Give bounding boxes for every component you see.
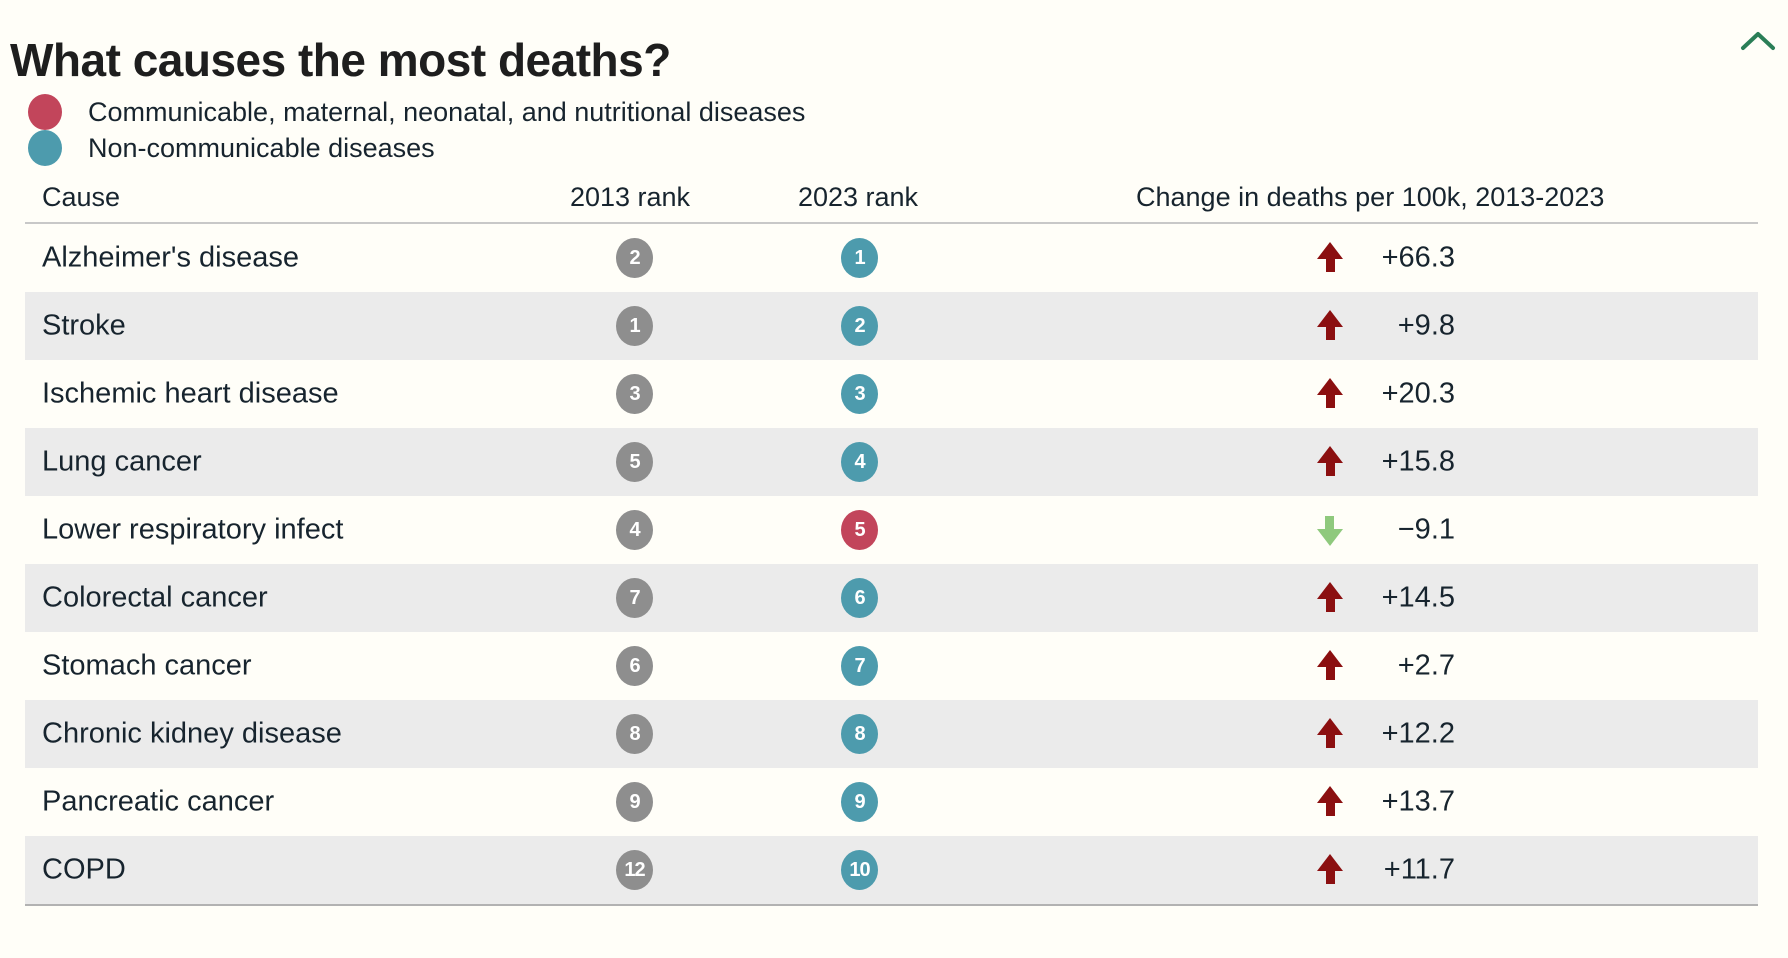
column-header-change: Change in deaths per 100k, 2013-2023 bbox=[1136, 182, 1605, 212]
table-row: Lower respiratory infect 4 5 −9.1 bbox=[25, 496, 1758, 564]
table-row: Chronic kidney disease 8 8 +12.2 bbox=[25, 700, 1758, 768]
rank-2013-badge: 4 bbox=[616, 510, 653, 550]
legend-label: Non-communicable diseases bbox=[88, 133, 435, 163]
cause-label: Stomach cancer bbox=[42, 649, 252, 682]
up-arrow-icon bbox=[1316, 582, 1344, 614]
change-value: +11.7 bbox=[1383, 853, 1455, 886]
communicable-color-dot-icon bbox=[28, 94, 62, 130]
rank-2013-badge: 9 bbox=[616, 782, 653, 822]
table-row: Stomach cancer 6 7 +2.7 bbox=[25, 632, 1758, 700]
table-row: Stroke 1 2 +9.8 bbox=[25, 292, 1758, 360]
up-arrow-icon bbox=[1316, 650, 1344, 682]
up-arrow-icon bbox=[1316, 854, 1344, 886]
rank-2023-badge: 8 bbox=[841, 714, 878, 754]
up-arrow-icon bbox=[1316, 310, 1344, 342]
up-arrow-icon bbox=[1316, 378, 1344, 410]
change-value: +20.3 bbox=[1381, 377, 1455, 410]
rank-2023-badge: 1 bbox=[841, 238, 878, 278]
cause-label: Chronic kidney disease bbox=[42, 717, 342, 750]
table-row: COPD 12 10 +11.7 bbox=[25, 836, 1758, 904]
cause-label: Pancreatic cancer bbox=[42, 785, 275, 818]
cause-label: Alzheimer's disease bbox=[42, 241, 299, 274]
collapse-section-button[interactable] bbox=[1734, 22, 1782, 62]
rank-2013-badge: 5 bbox=[616, 442, 653, 482]
page-title: What causes the most deaths? bbox=[10, 33, 671, 86]
table-row: Colorectal cancer 7 6 +14.5 bbox=[25, 564, 1758, 632]
up-arrow-icon bbox=[1316, 446, 1344, 478]
cause-label: COPD bbox=[42, 853, 126, 886]
change-value: +14.5 bbox=[1381, 581, 1455, 614]
cause-label: Ischemic heart disease bbox=[42, 377, 339, 410]
legend-item-communicable: Communicable, maternal, neonatal, and nu… bbox=[28, 94, 805, 130]
table-row: Lung cancer 5 4 +15.8 bbox=[25, 428, 1758, 496]
column-header-2013-rank: 2013 rank bbox=[569, 182, 691, 212]
table-row: Alzheimer's disease 2 1 +66.3 bbox=[25, 224, 1758, 292]
change-value: +9.8 bbox=[1397, 309, 1455, 342]
change-value: +2.7 bbox=[1397, 649, 1455, 682]
cause-label: Lower respiratory infect bbox=[42, 513, 344, 546]
rank-2013-badge: 1 bbox=[616, 306, 653, 346]
column-header-cause: Cause bbox=[42, 182, 121, 212]
up-arrow-icon bbox=[1316, 242, 1344, 274]
cause-label: Lung cancer bbox=[42, 445, 202, 478]
up-arrow-icon bbox=[1316, 786, 1344, 818]
chevron-up-icon bbox=[1739, 27, 1777, 58]
legend-item-non-communicable: Non-communicable diseases bbox=[28, 130, 805, 166]
up-arrow-icon bbox=[1316, 718, 1344, 750]
down-arrow-icon bbox=[1316, 514, 1344, 546]
rank-2013-badge: 7 bbox=[616, 578, 653, 618]
rank-2013-badge: 8 bbox=[616, 714, 653, 754]
rank-2023-badge: 4 bbox=[841, 442, 878, 482]
cause-label: Stroke bbox=[42, 309, 126, 342]
rank-2023-badge: 9 bbox=[841, 782, 878, 822]
column-header-2023-rank: 2023 rank bbox=[797, 182, 919, 212]
rank-2013-badge: 6 bbox=[616, 646, 653, 686]
table-body: Alzheimer's disease 2 1 +66.3 Stroke 1 2… bbox=[25, 224, 1758, 906]
change-value: −9.1 bbox=[1397, 513, 1455, 546]
rank-2023-badge: 3 bbox=[841, 374, 878, 414]
table-row: Pancreatic cancer 9 9 +13.7 bbox=[25, 768, 1758, 836]
table-row: Ischemic heart disease 3 3 +20.3 bbox=[25, 360, 1758, 428]
legend: Communicable, maternal, neonatal, and nu… bbox=[28, 94, 805, 166]
rank-2013-badge: 2 bbox=[616, 238, 653, 278]
rank-2023-badge: 7 bbox=[841, 646, 878, 686]
table-header-row: Cause 2013 rank 2023 rank Change in deat… bbox=[25, 176, 1758, 224]
change-value: +12.2 bbox=[1381, 717, 1455, 750]
change-value: +15.8 bbox=[1381, 445, 1455, 478]
change-value: +13.7 bbox=[1381, 785, 1455, 818]
change-value: +66.3 bbox=[1381, 241, 1455, 274]
rank-2023-badge: 6 bbox=[841, 578, 878, 618]
rank-2013-badge: 3 bbox=[616, 374, 653, 414]
non-communicable-color-dot-icon bbox=[28, 130, 62, 166]
rank-2023-badge: 2 bbox=[841, 306, 878, 346]
rank-2023-badge: 5 bbox=[841, 510, 878, 550]
legend-label: Communicable, maternal, neonatal, and nu… bbox=[88, 97, 806, 127]
rank-2023-badge: 10 bbox=[841, 850, 878, 890]
cause-label: Colorectal cancer bbox=[42, 581, 268, 614]
rank-2013-badge: 12 bbox=[616, 850, 653, 890]
